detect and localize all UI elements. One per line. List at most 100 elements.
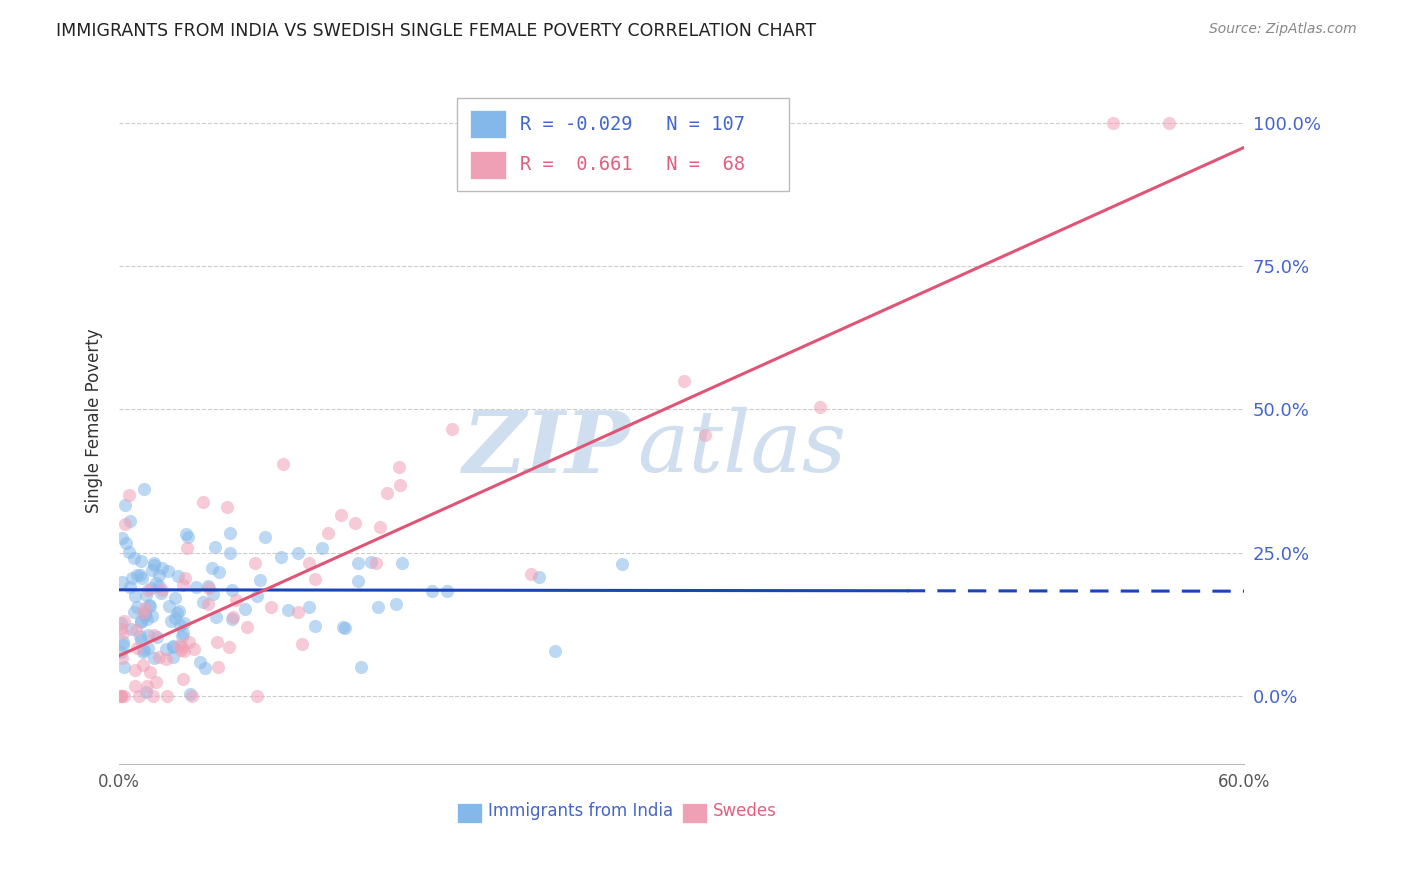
- Point: [131, 571, 153, 585]
- Point: [173, 615, 195, 630]
- Point: [174, 526, 197, 541]
- Point: [138, 599, 160, 614]
- Point: [219, 546, 242, 560]
- Point: [167, 604, 190, 618]
- Point: [135, 684, 157, 698]
- Point: [246, 589, 269, 603]
- Point: [194, 660, 217, 674]
- Bar: [457, 803, 481, 823]
- Point: [143, 628, 166, 642]
- Point: [287, 605, 309, 619]
- Point: [207, 660, 229, 674]
- Point: [139, 581, 162, 595]
- Point: [112, 689, 135, 703]
- Point: [350, 660, 373, 674]
- Point: [135, 588, 157, 602]
- Point: [174, 571, 197, 585]
- Point: [172, 672, 194, 686]
- Point: [207, 634, 229, 648]
- Point: [208, 565, 231, 579]
- Point: [543, 644, 565, 658]
- Point: [332, 620, 354, 634]
- Point: [391, 556, 413, 570]
- Point: [131, 614, 153, 628]
- Y-axis label: Single Female Poverty: Single Female Poverty: [86, 328, 103, 513]
- Point: [316, 525, 339, 540]
- Point: [141, 563, 163, 577]
- Point: [117, 488, 139, 502]
- Point: [287, 546, 309, 560]
- Point: [136, 640, 159, 655]
- Point: [110, 689, 132, 703]
- Point: [260, 599, 283, 614]
- Point: [129, 615, 152, 630]
- Point: [172, 578, 194, 592]
- Point: [110, 615, 132, 630]
- Point: [271, 457, 294, 471]
- Point: [139, 665, 162, 679]
- Point: [150, 582, 173, 597]
- Text: R =  0.661   N =  68: R = 0.661 N = 68: [520, 155, 745, 174]
- Point: [165, 591, 187, 605]
- Point: [170, 642, 193, 657]
- Point: [375, 486, 398, 500]
- Point: [193, 495, 215, 509]
- Point: [125, 623, 148, 637]
- Point: [142, 689, 165, 703]
- Point: [118, 580, 141, 594]
- Point: [145, 674, 167, 689]
- Point: [156, 564, 179, 578]
- Point: [111, 532, 134, 546]
- Point: [420, 584, 443, 599]
- Point: [145, 630, 167, 644]
- Point: [1102, 116, 1125, 130]
- Point: [125, 599, 148, 614]
- Point: [125, 568, 148, 582]
- Point: [176, 541, 198, 555]
- Point: [304, 572, 326, 586]
- Point: [388, 459, 411, 474]
- Point: [179, 687, 201, 701]
- Point: [277, 603, 299, 617]
- Point: [364, 557, 387, 571]
- Point: [134, 607, 156, 621]
- Text: ZIP: ZIP: [464, 407, 631, 491]
- Point: [162, 640, 184, 654]
- Text: Swedes: Swedes: [713, 802, 778, 820]
- Point: [236, 620, 259, 634]
- Point: [297, 556, 319, 570]
- Point: [765, 116, 787, 130]
- Point: [221, 612, 243, 626]
- Text: R = -0.029   N = 107: R = -0.029 N = 107: [520, 114, 745, 134]
- Point: [221, 582, 243, 597]
- Point: [172, 640, 194, 654]
- Text: Immigrants from India: Immigrants from India: [488, 802, 673, 820]
- Point: [169, 618, 191, 632]
- Point: [136, 628, 159, 642]
- Point: [441, 422, 464, 436]
- Point: [111, 638, 134, 652]
- Point: [215, 500, 238, 514]
- Point: [162, 649, 184, 664]
- Point: [304, 619, 326, 633]
- Point: [155, 641, 177, 656]
- Point: [124, 679, 146, 693]
- Text: IMMIGRANTS FROM INDIA VS SWEDISH SINGLE FEMALE POVERTY CORRELATION CHART: IMMIGRANTS FROM INDIA VS SWEDISH SINGLE …: [56, 22, 817, 40]
- Point: [114, 614, 136, 628]
- Point: [122, 605, 145, 619]
- Point: [111, 634, 134, 648]
- Point: [145, 575, 167, 590]
- Point: [172, 629, 194, 643]
- Bar: [470, 110, 506, 138]
- Point: [367, 600, 389, 615]
- Point: [201, 587, 224, 601]
- Point: [191, 595, 214, 609]
- Point: [1159, 116, 1181, 130]
- Point: [124, 550, 146, 565]
- Point: [138, 582, 160, 597]
- Point: [141, 609, 163, 624]
- Text: Source: ZipAtlas.com: Source: ZipAtlas.com: [1209, 22, 1357, 37]
- Point: [222, 610, 245, 624]
- Point: [205, 610, 228, 624]
- Point: [183, 642, 205, 657]
